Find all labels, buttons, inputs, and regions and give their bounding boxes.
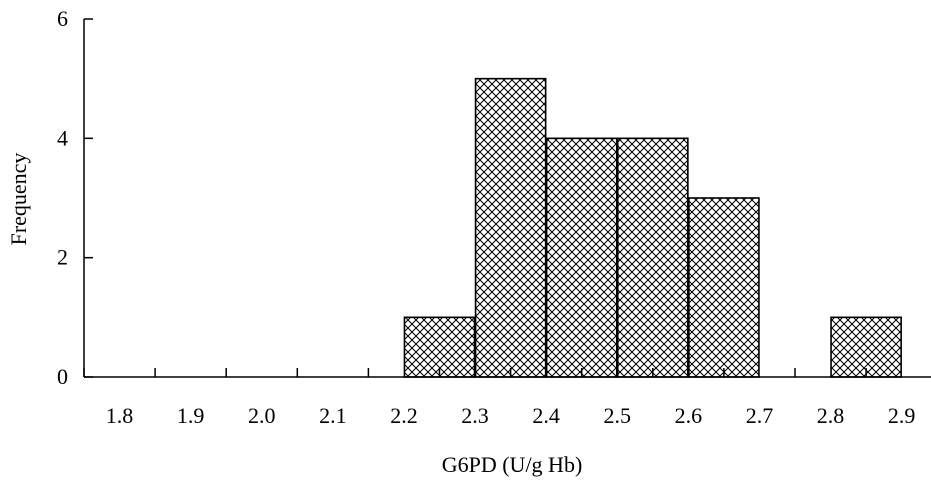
histogram-bar-2.8 (830, 316, 902, 378)
histogram-bar-2.2 (403, 316, 476, 378)
x-tick-label-2.3: 2.3 (461, 403, 489, 428)
x-tick-label-2.1: 2.1 (319, 403, 347, 428)
x-axis-label: G6PD (U/g Hb) (442, 452, 583, 477)
y-axis-label: Frequency (6, 153, 31, 246)
histogram-bar-2.6 (688, 197, 760, 378)
y-tick-label-2: 2 (57, 245, 68, 270)
x-tick-label-2.6: 2.6 (675, 403, 703, 428)
bars-layer (403, 77, 902, 378)
x-tick-label-1.9: 1.9 (177, 403, 205, 428)
y-tick-label-6: 6 (57, 6, 68, 31)
histogram-bar-2.4 (545, 137, 618, 378)
histogram-bar-2.5 (616, 137, 689, 378)
x-tick-label-1.8: 1.8 (106, 403, 134, 428)
x-tick-label-2.5: 2.5 (604, 403, 632, 428)
y-tick-label-0: 0 (57, 364, 68, 389)
x-tick-label-2.4: 2.4 (532, 403, 560, 428)
x-tick-label-2.8: 2.8 (817, 403, 845, 428)
y-tick-label-4: 4 (57, 125, 68, 150)
labels-layer: G6PD (U/g Hb) Frequency 1.8 1.9 2.0 2.1 2.2 2… (6, 6, 915, 477)
x-tick-label-2.7: 2.7 (746, 403, 774, 428)
x-tick-label-2.0: 2.0 (248, 403, 276, 428)
x-tick-label-2.9: 2.9 (888, 403, 916, 428)
histogram-bar-2.3 (474, 77, 547, 378)
x-tick-label-2.2: 2.2 (390, 403, 418, 428)
axes-layer (83, 18, 931, 378)
